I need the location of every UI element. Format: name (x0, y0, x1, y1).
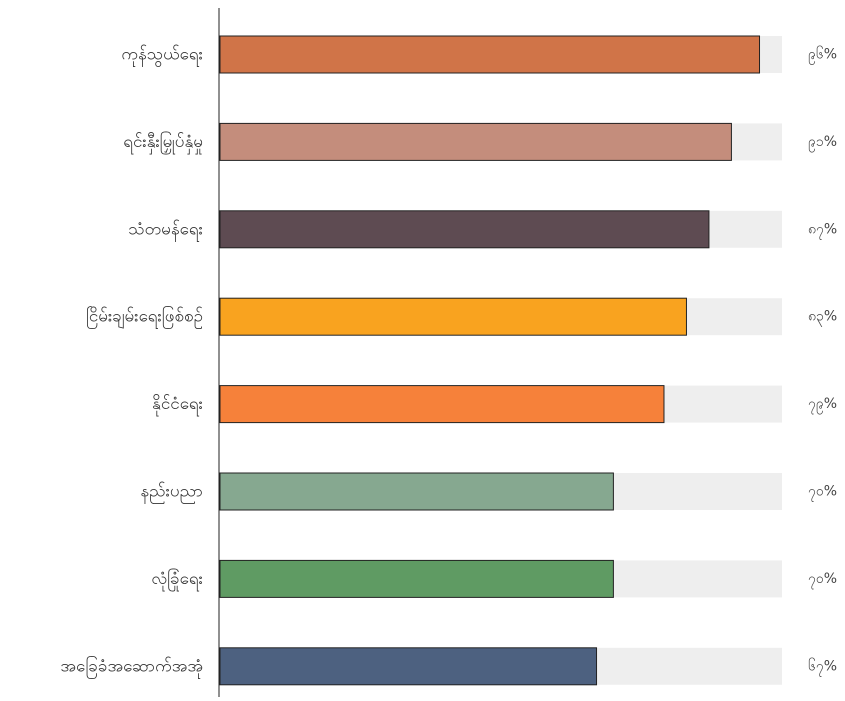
value-label: ၆၇% (808, 658, 837, 676)
value-label: ၈၇% (808, 221, 837, 239)
bar (219, 210, 710, 249)
category-label: ကုန်သွယ်ရေး (121, 45, 203, 68)
bar (219, 647, 598, 686)
value-label: ၇၀% (808, 571, 837, 589)
category-label: နည်းပညာ (140, 482, 203, 505)
category-label: အခြေခံအဆောက်အအုံ (60, 654, 203, 679)
value-labels: ၉၆% ၉၁% ၈၇% ၈၃% ၇၉% ၇၀% ၇၀% ၆၇% (808, 47, 837, 677)
value-label: ၇၀% (808, 484, 837, 502)
bar (219, 122, 732, 161)
value-label: ၉၆% (808, 47, 837, 65)
category-label: ရင်းနှီးမြှုပ်နှံမှု (123, 130, 203, 155)
category-label: လုံခြုံရေး (151, 567, 203, 592)
category-label: နိုင်ငံရေး (152, 394, 203, 417)
value-label: ၈၃% (808, 309, 837, 327)
category-labels: ကုန်သွယ်ရေးရင်းနှီးမြှုပ်နှံမှုသံတမန်ရေး… (60, 45, 203, 680)
bars (219, 35, 761, 686)
bar (219, 35, 761, 74)
category-label: ငြိမ်းချမ်းရေးဖြစ်စဥ် (86, 305, 203, 330)
value-label: ၇၉% (808, 396, 837, 414)
bar (219, 559, 614, 598)
bar (219, 385, 665, 424)
category-label: သံတမန်ရေး (128, 219, 203, 242)
bar (219, 297, 687, 336)
bar (219, 472, 614, 511)
value-label: ၉၁% (808, 134, 837, 152)
